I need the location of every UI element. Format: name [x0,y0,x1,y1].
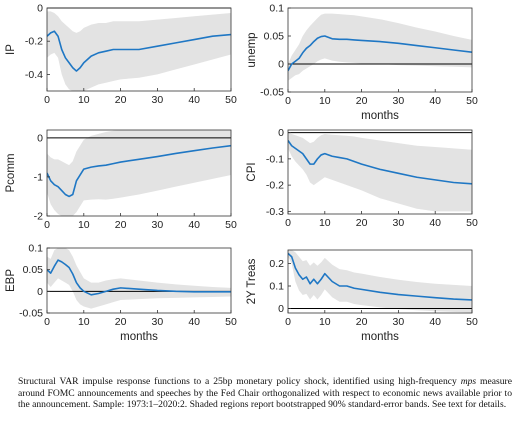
x-tick-label: 0 [285,217,291,229]
y-tick-label: 0 [37,132,43,144]
x-tick-label: 40 [429,217,441,229]
y-axis-label: 2Y Treas [246,258,258,304]
y-tick-label: -1 [34,171,43,183]
x-tick-label: 30 [152,219,164,231]
x-tick-label: 0 [44,316,50,328]
response-line-2 [47,144,231,198]
y-tick-label: 0 [278,59,284,71]
x-tick-label: 30 [152,316,164,328]
confidence-band-0 [47,11,231,91]
y-tick-label: -0.2 [266,180,284,192]
x-tick-label: 0 [44,94,50,106]
x-tick-label: 40 [429,316,441,328]
caption-text-1: Structural VAR impulse response function… [18,376,457,387]
x-tick-label: 20 [356,316,368,328]
y-axis-label: CPI [246,162,258,181]
x-tick-label: 0 [285,316,291,328]
y-tick-label: 0.05 [264,31,285,43]
x-tick-label: 20 [115,219,127,231]
y-tick-label: 0 [278,303,284,315]
caption-mps: mps [460,376,477,387]
y-tick-label: 0 [278,127,284,139]
panel-3: 0 10 20 30 40 50 -0.3 -0.2 -0.1 0 CPI [246,127,478,229]
x-tick-label: 50 [225,316,237,328]
y-tick-label: 0.2 [269,258,284,270]
x-tick-label: 10 [78,94,90,106]
axes-frame-4 [46,247,232,314]
x-tick-label: 30 [393,316,405,328]
y-tick-label: -0.05 [19,308,43,320]
y-tick-label: -0.3 [266,206,284,218]
panel-5: 0 10 20 30 40 50 0 0.1 0.2 2Y Treas months [246,249,478,343]
y-tick-label: -0.1 [266,153,284,165]
x-tick-label: 40 [188,94,200,106]
x-tick-label: 10 [319,217,331,229]
x-tick-label: 10 [319,95,331,107]
y-tick-label: 0.1 [269,281,284,293]
figure-caption: Structural VAR impulse response function… [18,376,512,411]
y-tick-label: 0.1 [28,243,43,255]
x-axis-label: months [120,331,158,343]
axes-frame-5 [287,249,473,314]
y-tick-label: 0.05 [23,264,44,276]
y-tick-label: 0 [37,286,43,298]
axes-frame-3 [287,129,473,215]
y-tick-label: -0.2 [25,36,43,48]
x-tick-label: 30 [393,95,405,107]
confidence-band-1 [288,13,472,81]
x-tick-label: 20 [115,316,127,328]
x-tick-label: 0 [285,95,291,107]
y-tick-label: -0.05 [260,87,284,99]
x-tick-label: 30 [393,217,405,229]
y-tick-label: 0.1 [269,3,284,15]
x-tick-label: 10 [319,316,331,328]
x-tick-label: 50 [225,219,237,231]
x-tick-label: 40 [188,316,200,328]
x-tick-label: 0 [44,219,50,231]
x-tick-label: 10 [78,219,90,231]
response-line-4 [47,259,231,296]
y-axis-label: unemp [246,32,258,67]
x-tick-label: 20 [115,94,127,106]
y-tick-label: -0.4 [25,69,43,81]
axes-frame-0 [46,7,232,92]
x-tick-label: 40 [429,95,441,107]
axes-frame-2 [46,129,232,217]
x-tick-label: 50 [225,94,237,106]
y-tick-label: -2 [34,211,43,223]
x-tick-label: 30 [152,94,164,106]
x-axis-label: months [361,331,399,343]
y-axis-label: EBP [5,269,17,292]
x-tick-label: 50 [466,95,478,107]
confidence-band-3 [288,132,472,212]
x-tick-label: 20 [356,95,368,107]
response-line-3 [288,140,472,185]
x-tick-label: 40 [188,219,200,231]
x-tick-label: 10 [78,316,90,328]
response-line-0 [47,30,231,72]
confidence-band-2 [47,130,231,216]
x-tick-label: 50 [466,316,478,328]
panel-2: 0 10 20 30 40 50 -2 -1 0 Pcomm [5,129,237,231]
response-line-5 [288,252,472,301]
y-axis-label: Pcomm [5,154,17,193]
caption-text-2: measure around FOMC announcements and sp… [18,376,513,411]
panel-0: 0 10 20 30 40 50 -0.4 -0.2 0 IP [5,3,237,107]
x-tick-label: 50 [466,217,478,229]
y-axis-label: IP [5,44,17,55]
response-line-1 [288,35,472,72]
axes-frame-1 [287,7,473,93]
y-tick-label: 0 [37,3,43,15]
confidence-band-4 [47,248,231,309]
x-tick-label: 20 [356,217,368,229]
x-axis-label: months [361,110,399,122]
